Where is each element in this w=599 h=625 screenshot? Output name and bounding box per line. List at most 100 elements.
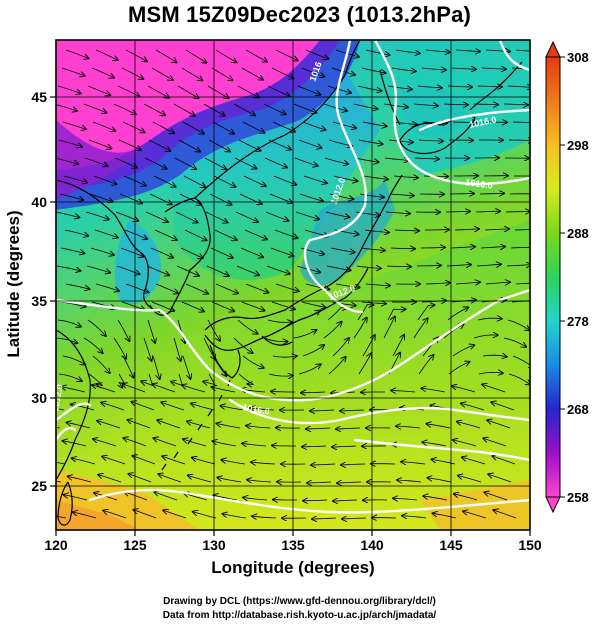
wind-streamline — [353, 318, 367, 339]
wind-streamline — [151, 67, 173, 80]
wind-streamline — [251, 462, 276, 464]
wind-streamline — [449, 194, 474, 195]
wind-streamline — [58, 139, 82, 147]
contour-label: 1016.0 — [242, 402, 271, 417]
wind-streamline — [208, 139, 230, 151]
wind-streamline — [180, 247, 203, 258]
wind-streamline — [423, 496, 448, 501]
wind-streamline — [455, 282, 480, 284]
wind-streamline — [71, 404, 95, 411]
wind-streamline — [508, 140, 530, 141]
wind-streamline — [61, 67, 85, 76]
wind-streamline — [301, 301, 325, 308]
wind-streamline — [176, 265, 199, 276]
wind-streamline — [476, 264, 501, 266]
wind-streamline — [116, 265, 140, 274]
wind-streamline — [245, 49, 267, 62]
wind-streamline — [121, 301, 145, 310]
wind-streamline — [386, 266, 411, 267]
wind-streamline — [455, 50, 480, 52]
wind-streamline — [114, 157, 137, 168]
wind-streamline — [191, 404, 215, 411]
wind-streamline — [245, 283, 268, 293]
wind-streamline — [205, 211, 228, 223]
wind-streamline — [295, 211, 319, 219]
wind-streamline — [305, 49, 328, 59]
wind-streamline — [361, 67, 386, 73]
wind-streamline — [307, 482, 332, 483]
wind-streamline — [475, 211, 500, 212]
wind-streamline — [148, 139, 170, 151]
wind-streamline — [85, 211, 109, 219]
wind-streamline — [92, 121, 115, 131]
wind-streamline — [458, 476, 482, 483]
wind-streamline — [240, 247, 263, 257]
wind-streamline — [64, 229, 88, 236]
wind-streamline — [443, 104, 468, 105]
wind-streamline — [118, 139, 141, 150]
wind-streamline — [514, 229, 530, 231]
wind-streamline — [62, 355, 85, 365]
wind-streamline — [275, 49, 298, 60]
wind-streamline — [124, 229, 147, 239]
wind-streamline — [56, 265, 81, 271]
wind-streamline — [72, 458, 96, 465]
wind-streamline — [145, 211, 168, 222]
wind-streamline — [217, 478, 242, 483]
wind-streamline — [58, 373, 82, 381]
wind-streamline — [132, 456, 156, 465]
wind-streamline — [357, 85, 382, 91]
wind-streamline — [242, 443, 267, 446]
wind-streamline — [512, 121, 530, 124]
wind-streamline — [425, 50, 450, 52]
wind-streamline — [330, 247, 355, 252]
wind-streamline — [222, 514, 247, 519]
wind-streamline — [395, 49, 420, 53]
wind-streamline — [311, 464, 336, 465]
wind-streamline — [268, 139, 291, 150]
wind-streamline — [185, 49, 206, 63]
wind-streamline — [272, 446, 296, 447]
wind-streamline — [207, 85, 229, 98]
y-tick-label: 40 — [31, 194, 47, 210]
wind-streamline — [356, 266, 381, 268]
wind-streamline — [302, 345, 324, 357]
wind-streamline — [421, 388, 446, 393]
wind-streamline — [303, 500, 328, 501]
wind-streamline — [298, 139, 322, 148]
wind-streamline — [102, 457, 126, 465]
wind-streamline — [274, 229, 298, 238]
wind-streamline — [332, 446, 357, 447]
wind-streamline — [56, 157, 78, 164]
y-axis-label: Latitude (degrees) — [4, 210, 23, 358]
wind-streamline — [117, 85, 140, 97]
wind-streamline — [173, 337, 181, 361]
wind-streamline — [204, 157, 226, 169]
colorbar: 308 298 288 278 268 258 — [545, 40, 589, 514]
wind-streamline — [120, 247, 143, 257]
wind-streamline — [97, 421, 121, 429]
wind-streamline — [143, 337, 152, 361]
wind-streamline — [312, 518, 337, 519]
wind-streamline — [506, 265, 530, 266]
wind-streamline — [214, 495, 238, 501]
wind-streamline — [418, 355, 434, 375]
wind-streamline — [417, 86, 442, 88]
wind-streamline — [299, 193, 323, 201]
wind-streamline — [328, 357, 346, 375]
wind-streamline — [362, 335, 375, 357]
wind-streamline — [422, 442, 447, 447]
wind-streamline — [153, 438, 177, 447]
wind-streamline — [425, 283, 450, 284]
wind-streamline — [293, 330, 317, 339]
wind-streamline — [393, 176, 418, 178]
wind-streamline — [122, 121, 145, 132]
wind-streamline — [297, 85, 320, 95]
wind-streamline — [56, 104, 77, 111]
wind-streamline — [94, 229, 118, 238]
map-title: MSM 15Z09Dec2023 (1013.2hPa) — [127, 2, 472, 27]
wind-streamline — [60, 247, 84, 253]
wind-streamline — [384, 158, 409, 160]
wind-streamline — [62, 121, 86, 129]
wind-streamline — [273, 175, 296, 185]
